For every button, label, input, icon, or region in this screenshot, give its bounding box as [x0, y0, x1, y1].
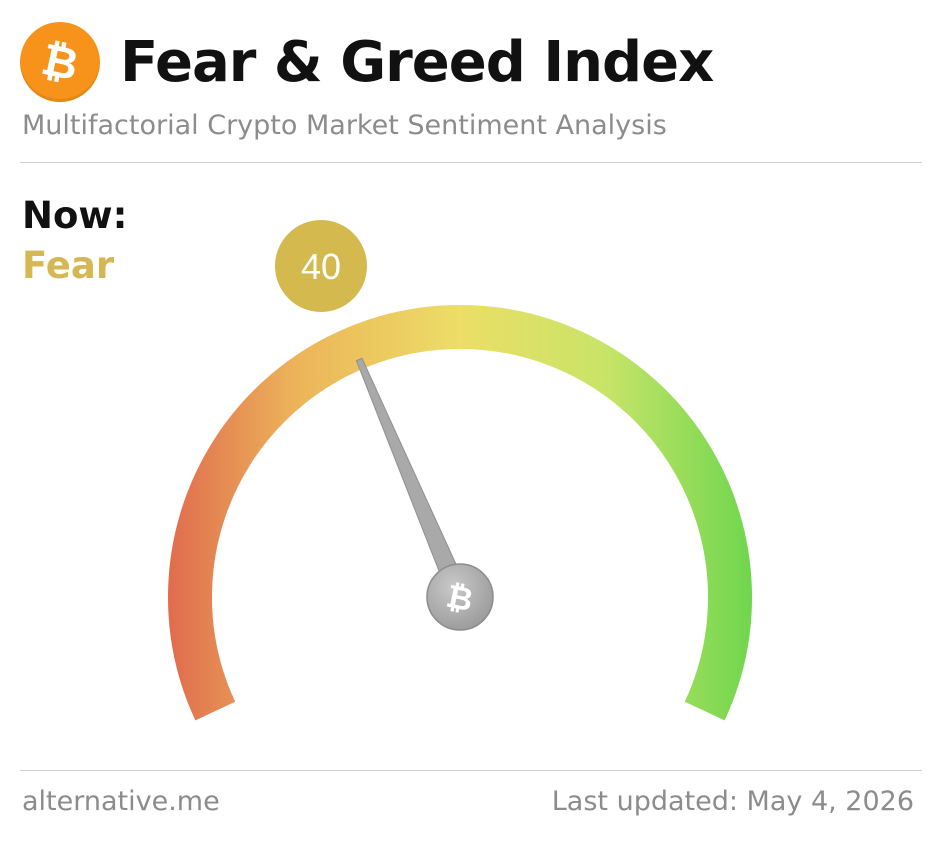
page-title: Fear & Greed Index [120, 29, 714, 95]
bitcoin-logo-icon: ₿ [20, 22, 100, 102]
needle-hub [426, 563, 494, 631]
now-label: Now: [22, 194, 128, 237]
gauge-arc [168, 304, 752, 721]
sentiment-classification: Fear [22, 244, 115, 287]
page-subtitle: Multifactorial Crypto Market Sentiment A… [22, 110, 667, 141]
header: ₿ Fear & Greed Index [20, 22, 714, 102]
last-updated: Last updated: May 4, 2026 [551, 786, 914, 817]
value-badge [275, 220, 367, 312]
value-badge-text: 40 [301, 246, 341, 287]
header-divider [20, 162, 922, 163]
source-link[interactable]: alternative.me [22, 786, 220, 817]
footer-divider [20, 770, 922, 771]
